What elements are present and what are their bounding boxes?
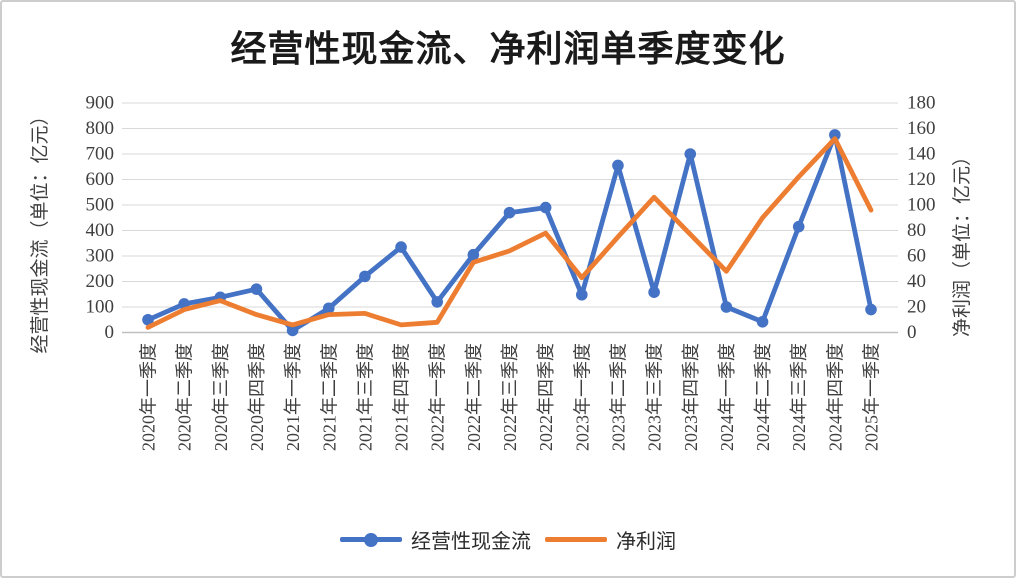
right-axis-tick-label: 100 xyxy=(907,195,936,216)
chart-title: 经营性现金流、净利润单季度变化 xyxy=(230,29,786,69)
legend-label-profit: 净利润 xyxy=(616,531,676,553)
data-point-marker xyxy=(612,159,624,172)
legend-circle-marker-icon xyxy=(364,532,378,547)
x-axis-label: 2020年二季度 xyxy=(175,343,195,451)
x-axis-label: 2023年一季度 xyxy=(572,343,592,451)
data-point-marker xyxy=(431,296,444,308)
left-axis-tick-label: 400 xyxy=(86,220,115,241)
left-axis-tick-label: 300 xyxy=(86,246,115,267)
data-point-marker xyxy=(322,302,335,315)
x-axis-label: 2023年二季度 xyxy=(608,343,628,451)
data-point-marker xyxy=(503,206,516,219)
right-axis-tick-label: 20 xyxy=(907,297,926,318)
gridlines-group xyxy=(122,102,898,334)
right-axis-tick-label: 140 xyxy=(907,144,936,165)
axis-ticks-group: 0 100 200 300 400 500 600 700 800 900 0 20 40 60 80 100… xyxy=(86,93,936,344)
right-axis-tick-label: 160 xyxy=(907,118,936,139)
left-axis-tick-label: 600 xyxy=(86,169,115,190)
legend-line-icon xyxy=(545,537,607,542)
x-axis-label: 2024年一季度 xyxy=(717,343,737,451)
x-axis-label: 2021年二季度 xyxy=(319,343,339,451)
chart-legend: 经营性现金流 净利润 xyxy=(2,525,1014,554)
left-axis-tick-label: 700 xyxy=(86,144,115,165)
x-axis-labels-group: 2020年一季度 2020年二季度 2020年三季度 2020年四季度 2021年一季度… xyxy=(139,343,882,451)
x-axis-label: 2025年一季度 xyxy=(862,343,882,451)
series-group xyxy=(142,129,877,337)
data-point-marker xyxy=(720,301,733,313)
data-point-marker xyxy=(792,220,805,233)
series-line-cashflow xyxy=(145,132,874,333)
data-point-marker xyxy=(756,315,769,328)
right-axis-tick-label: 180 xyxy=(907,93,936,114)
legend-label-cashflow: 经营性现金流 xyxy=(411,531,531,553)
right-axis-tick-label: 0 xyxy=(907,322,917,343)
right-axis-tick-label: 60 xyxy=(907,246,926,267)
left-axis-title: 经营性现金流（单位：亿元） xyxy=(29,106,51,353)
data-point-marker xyxy=(648,286,660,299)
x-axis-label: 2021年四季度 xyxy=(392,343,412,451)
data-point-marker xyxy=(395,241,407,253)
x-axis-label: 2023年四季度 xyxy=(681,343,701,451)
x-axis-label: 2022年三季度 xyxy=(500,343,520,451)
x-axis-label: 2022年四季度 xyxy=(536,343,556,451)
left-axis-tick-label: 0 xyxy=(105,322,115,343)
x-axis-label: 2020年三季度 xyxy=(211,343,231,451)
left-axis-tick-label: 900 xyxy=(86,93,115,114)
data-point-marker xyxy=(684,148,697,160)
data-point-marker xyxy=(829,129,841,141)
right-axis-tick-label: 120 xyxy=(907,169,936,190)
data-point-marker xyxy=(865,303,877,316)
left-axis-tick-label: 500 xyxy=(86,195,115,216)
legend-item-cashflow: 经营性现金流 xyxy=(340,525,531,554)
legend-item-profit: 净利润 xyxy=(545,525,676,554)
x-axis-label: 2020年四季度 xyxy=(247,343,267,451)
x-axis-label: 2021年三季度 xyxy=(355,343,375,451)
x-axis-label: 2024年三季度 xyxy=(789,343,809,451)
x-axis-label: 2024年二季度 xyxy=(753,343,773,451)
right-axis-tick-label: 40 xyxy=(907,271,926,292)
data-point-marker xyxy=(250,283,263,295)
x-axis-label: 2023年三季度 xyxy=(645,343,665,451)
right-axis-title: 净利润（单位：亿元） xyxy=(951,147,973,337)
x-axis-label: 2021年一季度 xyxy=(283,343,303,451)
left-axis-tick-label: 100 xyxy=(86,297,115,318)
right-axis-tick-label: 80 xyxy=(907,220,926,241)
data-point-marker xyxy=(286,324,299,337)
data-point-marker xyxy=(142,313,154,326)
x-axis-label: 2022年一季度 xyxy=(428,343,448,451)
x-axis-label: 2022年二季度 xyxy=(464,343,484,451)
data-point-marker xyxy=(576,288,588,301)
data-point-marker xyxy=(359,270,371,283)
data-point-marker xyxy=(467,248,480,261)
left-axis-tick-label: 800 xyxy=(86,118,115,139)
series-line-profit xyxy=(145,136,874,330)
legend-line-with-marker-icon xyxy=(340,532,402,547)
data-point-marker xyxy=(539,201,552,214)
x-axis-label: 2024年四季度 xyxy=(825,343,845,451)
x-axis-label: 2020年一季度 xyxy=(139,343,159,451)
left-axis-tick-label: 200 xyxy=(86,271,115,292)
